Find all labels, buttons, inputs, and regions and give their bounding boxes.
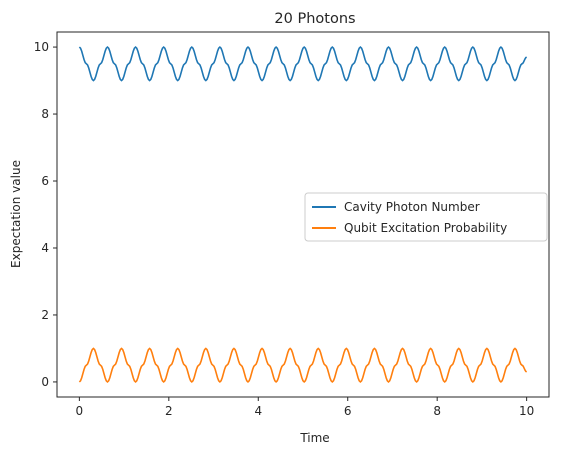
x-tick-label: 2	[165, 404, 173, 418]
x-axis-label: Time	[299, 431, 329, 445]
x-tick-label: 10	[519, 404, 534, 418]
y-axis-label: Expectation value	[9, 160, 23, 268]
y-tick-label: 4	[41, 241, 49, 255]
x-tick-label: 6	[344, 404, 352, 418]
y-tick-label: 0	[41, 375, 49, 389]
y-axis: 0 2 4 6 8 10	[34, 40, 57, 389]
x-tick-label: 8	[433, 404, 441, 418]
axes-frame	[56, 31, 550, 398]
chart-title: 20 Photons	[274, 11, 355, 27]
x-tick-label: 4	[254, 404, 262, 418]
legend-label-qubit: Qubit Excitation Probability	[344, 221, 507, 235]
series-line-1	[78, 347, 528, 384]
x-axis: 0 2 4 6 8 10	[76, 397, 534, 418]
y-tick-label: 6	[41, 174, 49, 188]
legend-label-cavity: Cavity Photon Number	[344, 200, 480, 214]
legend-box	[304, 192, 548, 242]
plot-area	[78, 45, 528, 384]
x-tick-label: 0	[76, 404, 84, 418]
y-tick-label: 10	[34, 40, 49, 54]
legend: Cavity Photon Number Qubit Excitation Pr…	[304, 192, 548, 242]
series-line-0	[78, 45, 528, 82]
y-tick-label: 2	[41, 308, 49, 322]
y-tick-label: 8	[41, 107, 49, 121]
